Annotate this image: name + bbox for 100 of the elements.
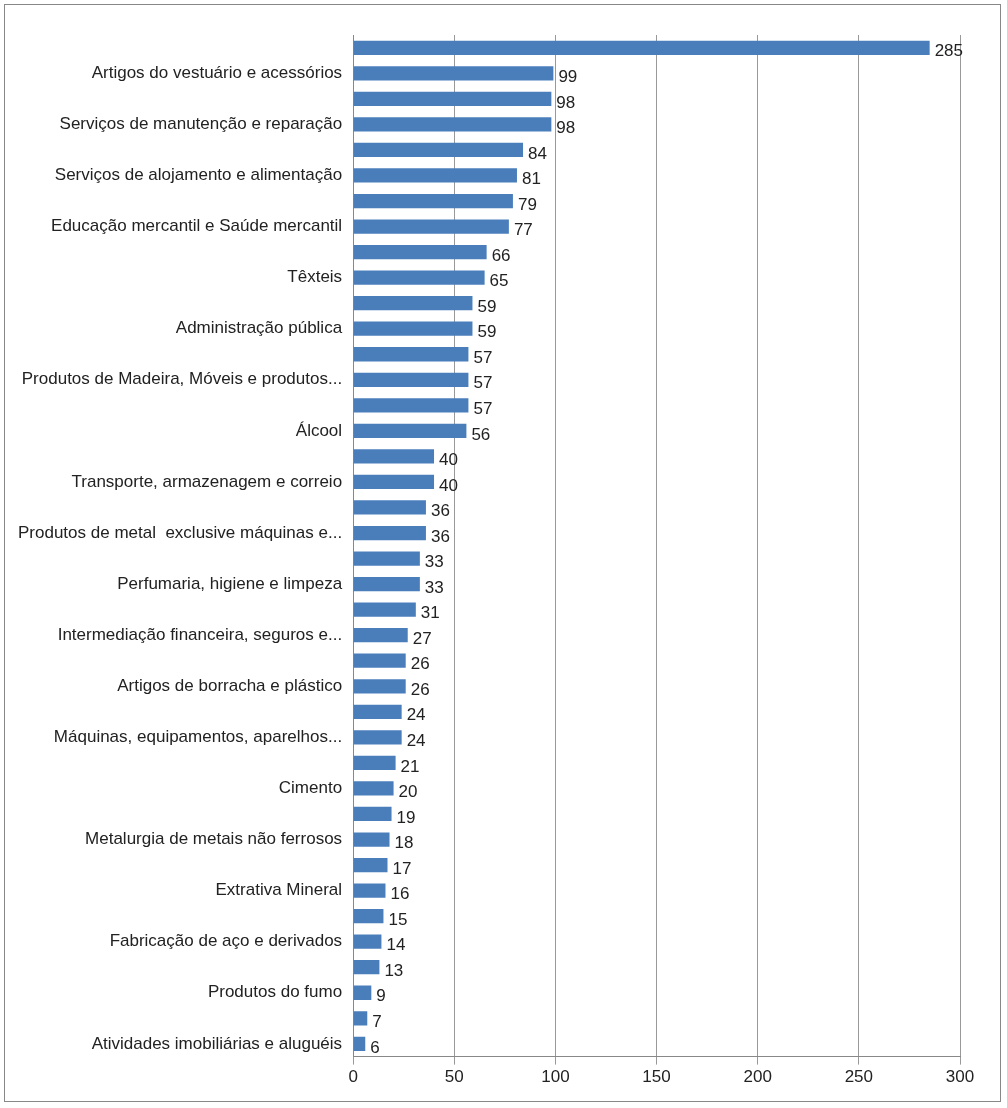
y-tick-label: Artigos de borracha e plástico [117,675,343,695]
bar [353,857,388,873]
data-label: 57 [473,373,493,393]
data-label: 13 [384,960,404,980]
data-label: 16 [390,884,410,904]
bar [353,66,554,81]
data-label: 79 [517,194,537,214]
data-label: 17 [392,858,412,878]
data-label: 98 [556,92,576,112]
data-label: 65 [489,271,509,291]
bar [353,525,426,541]
bar [353,628,408,643]
y-tick-label: Produtos de metal exclusive máquinas e... [17,522,343,542]
bar [353,1036,366,1051]
data-label: 57 [473,347,493,367]
bar [353,500,426,515]
data-label: 84 [528,143,547,163]
data-label: 59 [477,296,497,316]
bar [353,985,372,1000]
y-tick-label: Cimento [278,778,343,798]
x-tick-label: 150 [642,1067,671,1087]
y-tick-label: Perfumaria, higiene e limpeza [117,573,343,593]
bar [353,1011,368,1026]
bar [353,960,380,975]
data-label: 36 [430,526,450,546]
x-tick-label: 200 [743,1067,772,1087]
data-label: 81 [521,169,541,189]
y-tick-label: Serviços de manutenção e reparação [59,114,343,134]
bar [353,704,402,719]
bar [353,168,517,183]
bar [353,806,392,822]
x-tick-label: 50 [444,1067,464,1087]
data-label: 40 [439,450,458,470]
data-label: 98 [556,118,576,138]
y-tick-label: Metalurgia de metais não ferrosos [85,829,343,849]
data-label: 24 [406,731,426,751]
bar [353,474,435,490]
y-tick-label: Produtos de Madeira, Móveis e produtos... [21,369,343,389]
bar [353,91,552,106]
bar [353,781,394,796]
bar [353,934,382,949]
bar [353,40,930,55]
y-tick-label: Transporte, armazenagem e correio [71,471,343,491]
data-label: 27 [412,628,432,648]
x-tick-label: 250 [844,1067,874,1087]
data-label: 21 [400,756,420,776]
bar [353,270,485,285]
bar [353,398,469,413]
y-tick-label: Educação mercantil e Saúde mercantil [51,216,343,236]
bar [353,832,390,847]
bar [353,755,396,771]
bar [353,193,513,209]
bar [353,321,473,336]
bar [353,909,384,924]
data-label: 33 [424,577,444,597]
data-label: 40 [439,475,458,495]
data-label: 14 [386,935,406,955]
data-label: 20 [398,782,418,802]
data-label: 57 [473,399,493,419]
y-tick-label: Produtos do fumo [207,982,343,1002]
data-label: 6 [370,1037,380,1057]
bar [353,449,435,464]
bar [353,347,469,362]
x-tick-label: 100 [541,1067,570,1087]
bar [353,730,402,745]
bar [353,883,386,898]
data-label: 24 [406,705,426,725]
bar [353,117,552,132]
bar [353,142,524,158]
y-tick-label: Extrativa Mineral [215,880,343,900]
bar [353,244,487,260]
data-label: 285 [934,41,964,61]
data-label: 26 [410,679,430,699]
y-tick-label: Têxteis [287,267,343,287]
bar [353,576,420,592]
y-tick-label: Intermediação financeira, seguros e... [57,624,343,644]
data-label: 99 [558,67,578,86]
data-label: 33 [424,552,444,572]
data-label: 26 [410,654,430,674]
y-tick-label: Administração pública [175,318,343,338]
bar [353,423,467,438]
bar [353,551,420,566]
data-label: 9 [376,986,386,1006]
bar [353,653,406,668]
data-label: 77 [513,220,533,240]
y-tick-label: Artigos do vestuário e acessórios [91,63,343,82]
data-label: 59 [477,322,497,342]
bar [353,296,473,311]
bar [353,602,416,617]
x-tick-label: 300 [945,1067,975,1087]
bar [353,679,406,694]
y-tick-label: Máquinas, equipamentos, aparelhos... [53,727,343,747]
data-label: 7 [372,1011,382,1031]
bar [353,372,469,387]
data-label: 66 [491,245,511,265]
data-label: 15 [388,909,408,929]
y-tick-label: Serviços de alojamento e alimentação [54,165,343,185]
data-label: 31 [420,603,440,623]
data-label: 18 [394,833,414,853]
data-label: 56 [471,424,491,444]
